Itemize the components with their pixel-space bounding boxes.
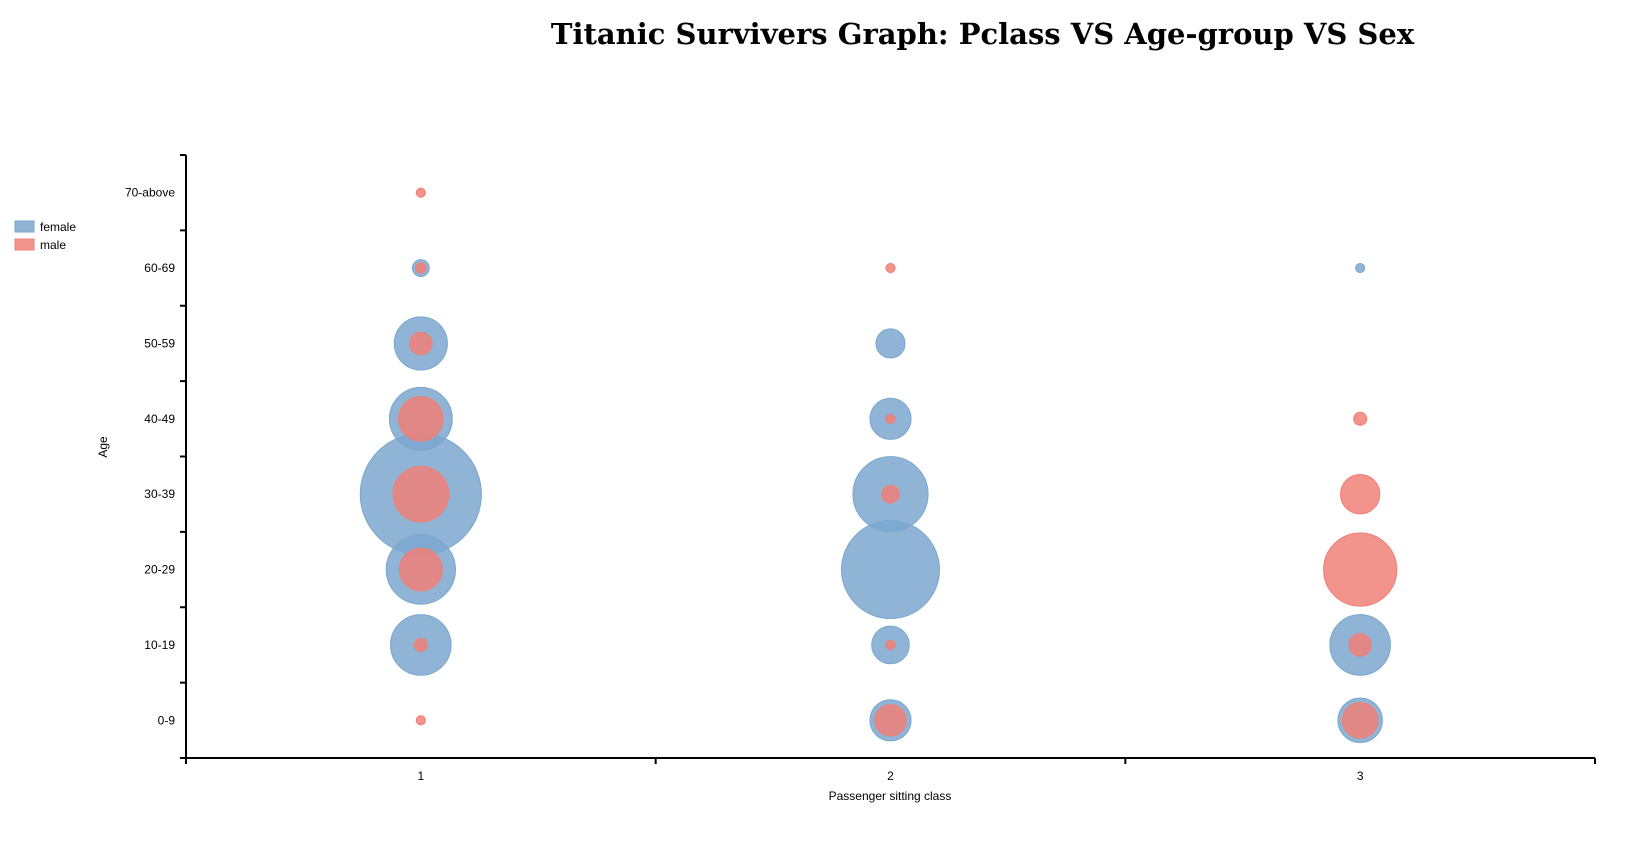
male-bubble xyxy=(874,704,907,737)
male-bubble xyxy=(1339,473,1381,515)
male-bubble xyxy=(1353,411,1368,426)
legend-label-male: male xyxy=(40,238,66,252)
male-bubble xyxy=(1341,701,1379,739)
male-bubble xyxy=(415,715,426,726)
x-tick-label: 2 xyxy=(887,769,894,783)
y-tick-label: 30-39 xyxy=(144,487,175,501)
y-tick-label: 10-19 xyxy=(144,638,175,652)
legend-swatch-male xyxy=(14,238,35,251)
y-tick-label: 20-29 xyxy=(144,563,175,577)
legend-label-female: female xyxy=(40,220,76,234)
male-bubble xyxy=(885,262,896,274)
x-tick-label: 3 xyxy=(1357,769,1364,783)
x-axis-label: Passenger sitting class xyxy=(829,789,952,803)
y-tick-label: 70-above xyxy=(125,186,175,200)
male-bubble xyxy=(1323,532,1398,607)
chart-title: Titanic Survivers Graph: Pclass VS Age-g… xyxy=(550,17,1415,51)
male-bubble xyxy=(398,547,443,592)
female-bubble xyxy=(875,328,906,359)
male-bubble xyxy=(392,465,450,523)
male-bubble xyxy=(413,637,428,652)
x-tick-label: 1 xyxy=(417,769,424,783)
legend: female male xyxy=(14,220,76,252)
male-bubble xyxy=(885,413,896,424)
female-bubble xyxy=(841,520,940,620)
male-bubble xyxy=(415,187,426,198)
male-bubble xyxy=(415,262,427,274)
male-bubble xyxy=(885,639,896,651)
x-axis: 1 2 3 xyxy=(185,757,1596,783)
male-bubble xyxy=(1348,633,1372,657)
y-tick-label: 0-9 xyxy=(158,713,176,727)
y-axis: 0-9 10-19 20-29 30-39 40-49 50-59 60-69 70-abov… xyxy=(125,154,187,759)
bubbles xyxy=(359,187,1398,744)
male-bubble xyxy=(881,484,900,504)
y-tick-label: 40-49 xyxy=(144,412,175,426)
legend-swatch-female xyxy=(14,220,35,233)
y-tick-label: 60-69 xyxy=(144,261,175,275)
y-axis-label: Age xyxy=(96,436,110,458)
y-tick-label: 50-59 xyxy=(144,336,175,350)
female-bubble xyxy=(1355,262,1366,274)
male-bubble xyxy=(409,331,433,356)
male-bubble xyxy=(398,396,444,442)
